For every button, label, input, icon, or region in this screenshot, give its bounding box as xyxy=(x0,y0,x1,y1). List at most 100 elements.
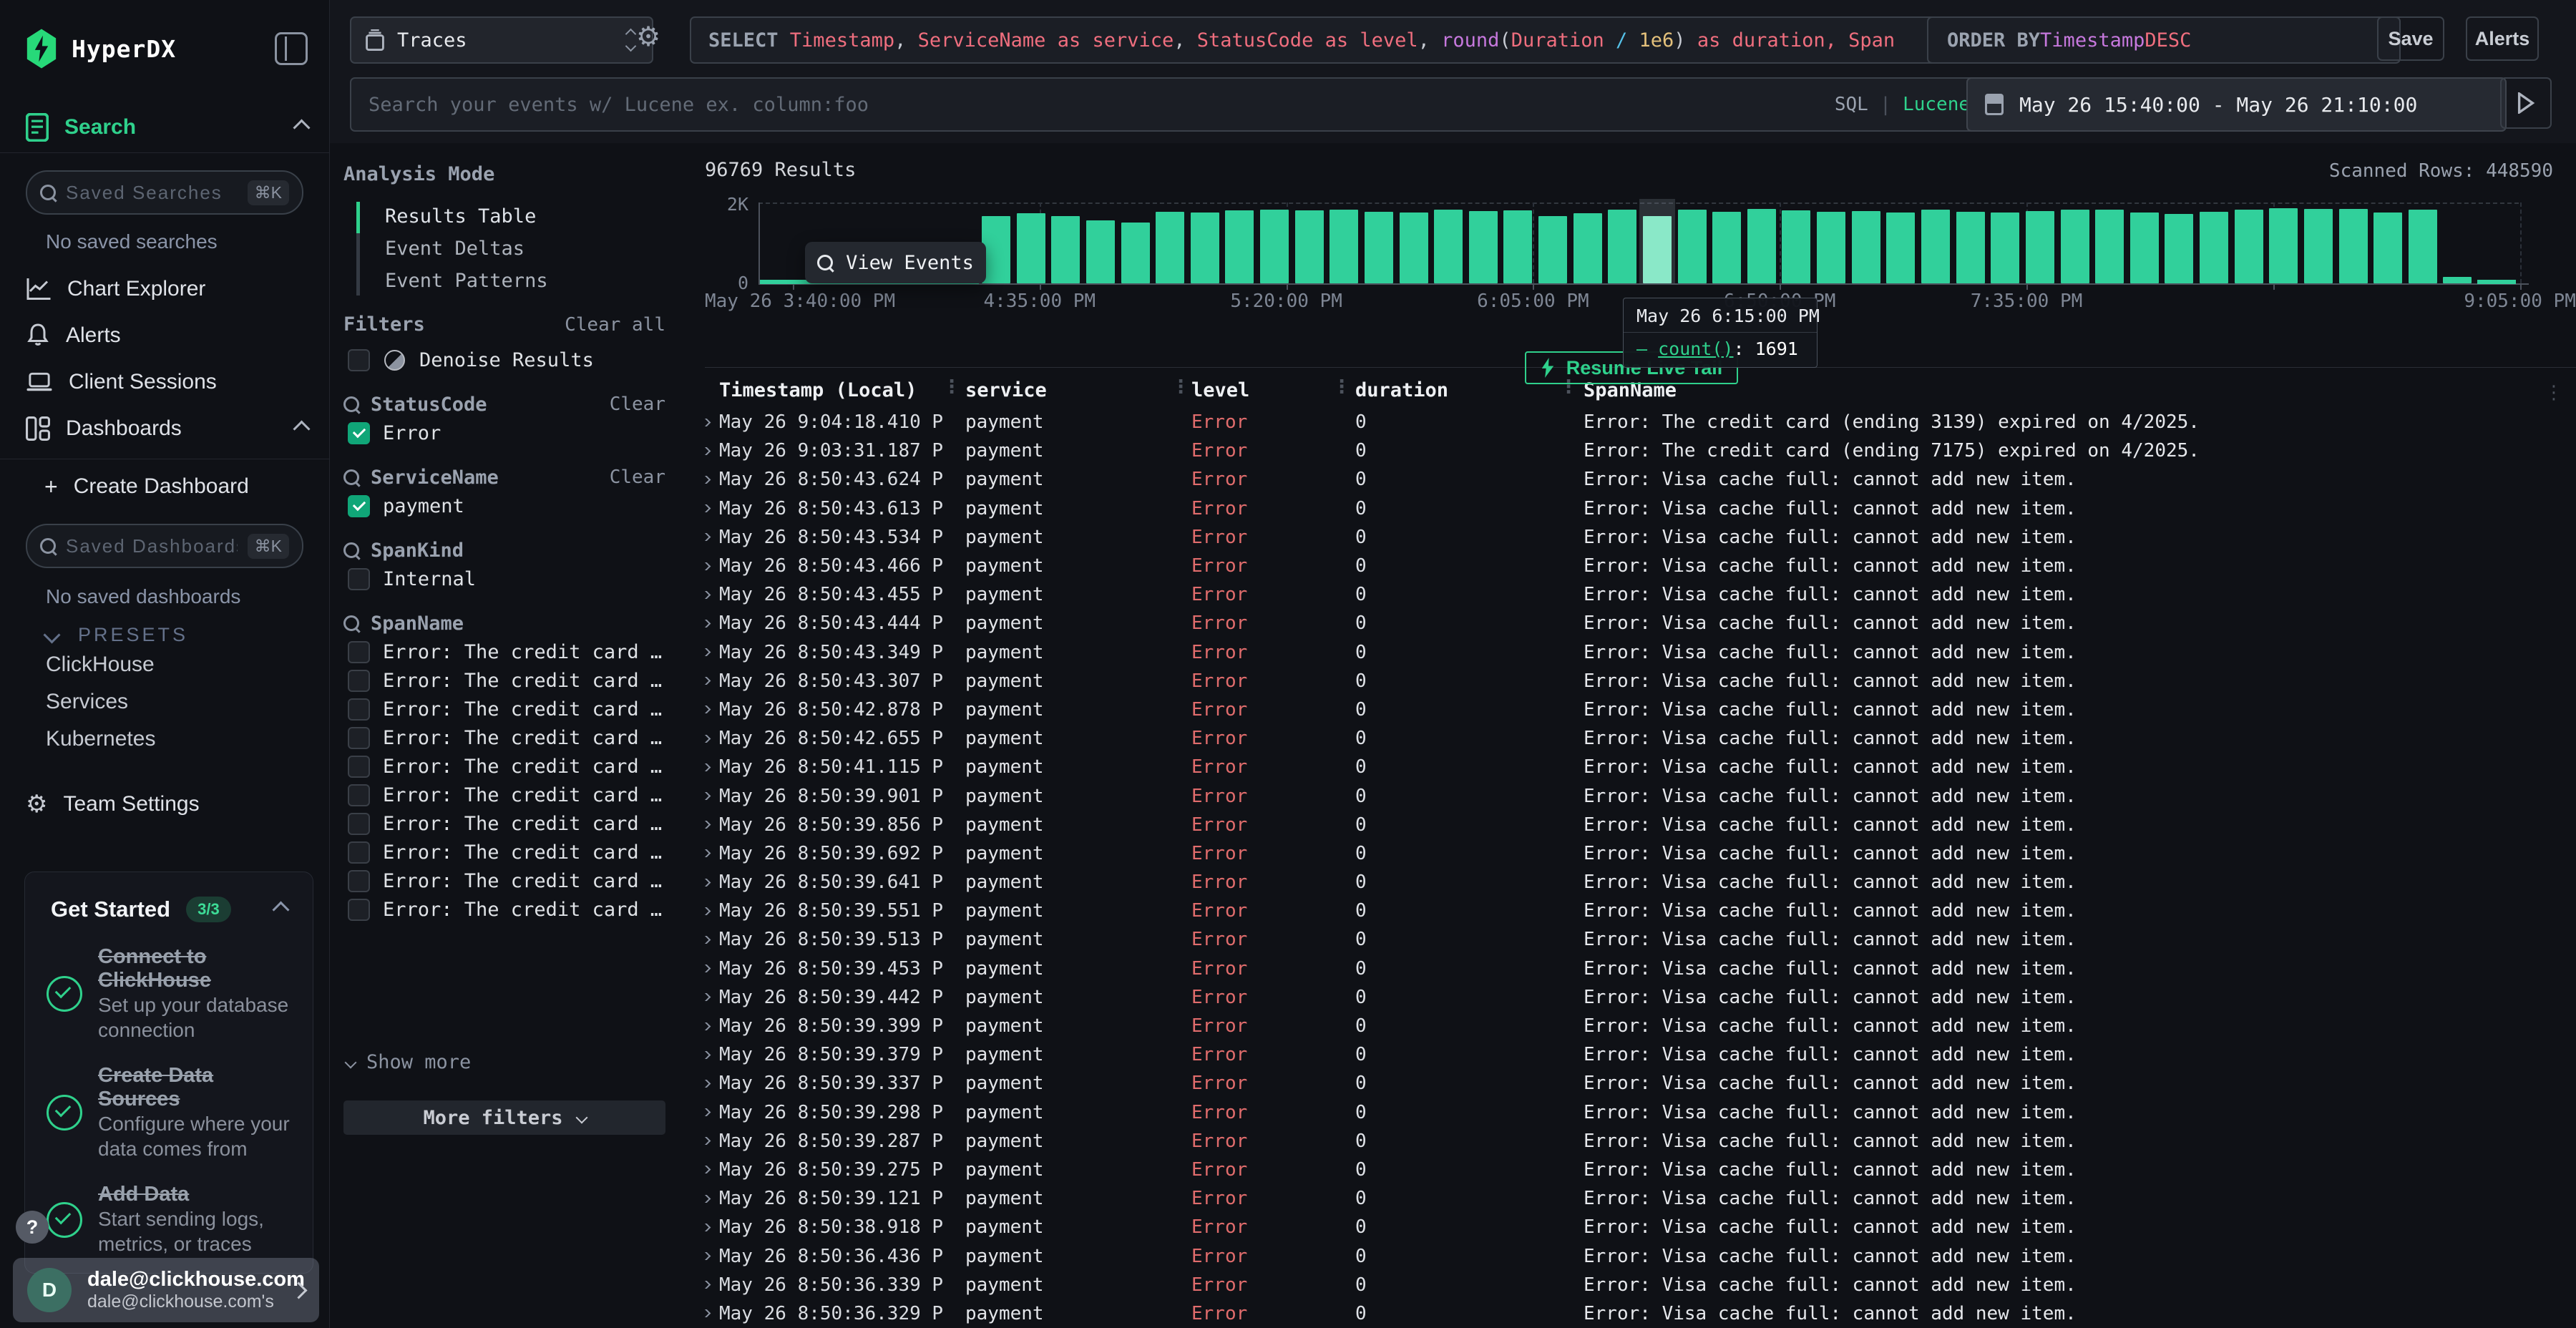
row-expander[interactable] xyxy=(691,907,719,915)
histogram-bar[interactable] xyxy=(982,216,1010,283)
chevron-up-icon[interactable] xyxy=(272,901,289,918)
table-row[interactable]: May 26 8:50:39.641 PM payment Error 0 Er… xyxy=(691,868,2576,897)
histogram-bar[interactable] xyxy=(2026,211,2054,283)
denoise-results-checkbox[interactable]: Denoise Results xyxy=(348,349,594,371)
histogram-bar[interactable] xyxy=(1886,213,1915,283)
histogram-bar[interactable] xyxy=(1156,212,1184,283)
table-row[interactable]: May 26 9:04:18.410 PM payment Error 0 Er… xyxy=(691,408,2576,436)
source-settings-gear-icon[interactable]: ⚙ xyxy=(636,23,660,50)
histogram-bar[interactable] xyxy=(2061,210,2089,283)
table-row[interactable]: May 26 8:50:43.624 PM payment Error 0 Er… xyxy=(691,465,2576,494)
column-header-service[interactable]: ⋮service xyxy=(942,379,1171,401)
chevron-up-icon[interactable] xyxy=(293,119,310,136)
row-expander[interactable] xyxy=(691,1166,719,1173)
preset-link[interactable]: Services xyxy=(46,690,329,714)
table-row[interactable]: May 26 8:50:43.349 PM payment Error 0 Er… xyxy=(691,638,2576,667)
row-expander[interactable] xyxy=(691,1224,719,1231)
histogram-bar[interactable] xyxy=(1782,210,1810,283)
column-resize-handle[interactable]: ⋮ xyxy=(1332,376,1351,398)
histogram-bar[interactable] xyxy=(1086,220,1115,283)
table-row[interactable]: May 26 8:50:43.534 PM payment Error 0 Er… xyxy=(691,523,2576,552)
row-expander[interactable] xyxy=(691,1252,719,1260)
table-row[interactable]: May 26 8:50:39.692 PM payment Error 0 Er… xyxy=(691,839,2576,868)
histogram-bar[interactable] xyxy=(2095,210,2124,283)
histogram-bar[interactable] xyxy=(1260,210,1289,283)
row-expander[interactable] xyxy=(691,936,719,944)
histogram-bar[interactable] xyxy=(1538,216,1567,283)
preset-link[interactable]: Kubernetes xyxy=(46,727,329,751)
table-row[interactable]: May 26 8:50:39.287 PM payment Error 0 Er… xyxy=(691,1127,2576,1156)
analysis-mode-tab[interactable]: Event Deltas xyxy=(356,233,548,265)
table-row[interactable]: May 26 8:50:43.444 PM payment Error 0 Er… xyxy=(691,609,2576,638)
histogram-bar[interactable] xyxy=(1712,212,1741,283)
chevron-up-icon[interactable] xyxy=(293,420,310,437)
row-expander[interactable] xyxy=(691,620,719,628)
row-expander[interactable] xyxy=(691,591,719,599)
row-expander[interactable] xyxy=(691,1137,719,1145)
checkbox[interactable] xyxy=(348,870,370,892)
row-expander[interactable] xyxy=(691,419,719,426)
filter-option[interactable]: payment xyxy=(343,492,665,520)
histogram-bar[interactable] xyxy=(1747,209,1776,283)
row-expander[interactable] xyxy=(691,821,719,829)
presets-section-toggle[interactable]: PRESETS xyxy=(46,624,188,646)
row-expander[interactable] xyxy=(691,476,719,484)
histogram-bar[interactable] xyxy=(1017,213,1045,283)
table-row[interactable]: May 26 8:50:39.442 PM payment Error 0 Er… xyxy=(691,983,2576,1012)
sidebar-item-team-settings[interactable]: ⚙ Team Settings xyxy=(26,787,308,821)
save-button[interactable]: Save xyxy=(2377,16,2444,61)
histogram-bar[interactable] xyxy=(2269,208,2298,283)
filter-option[interactable]: Error: The credit card … xyxy=(343,695,665,723)
table-row[interactable]: May 26 8:50:38.918 PM payment Error 0 Er… xyxy=(691,1213,2576,1241)
row-expander[interactable] xyxy=(691,562,719,570)
table-row[interactable]: May 26 8:50:41.115 PM payment Error 0 Er… xyxy=(691,753,2576,781)
sidebar-item-chart-explorer[interactable]: Chart Explorer xyxy=(26,272,308,306)
table-row[interactable]: May 26 8:50:39.298 PM payment Error 0 Er… xyxy=(691,1098,2576,1127)
row-expander[interactable] xyxy=(691,677,719,685)
histogram-bar[interactable] xyxy=(1503,210,1532,283)
column-resize-handle[interactable]: ⋮ xyxy=(1171,376,1190,398)
help-button[interactable]: ? xyxy=(16,1211,49,1244)
filter-clear-link[interactable]: Clear xyxy=(610,467,665,488)
filter-option[interactable]: Error: The credit card … xyxy=(343,723,665,752)
sidebar-item-client-sessions[interactable]: Client Sessions xyxy=(26,365,308,399)
search-query-input[interactable]: Search your events w/ Lucene ex. column:… xyxy=(350,77,1989,132)
checkbox[interactable] xyxy=(348,841,370,864)
create-dashboard-button[interactable]: + Create Dashboard xyxy=(44,469,308,504)
histogram-bar[interactable] xyxy=(2130,213,2159,283)
histogram-bar[interactable] xyxy=(2165,214,2193,283)
table-row[interactable]: May 26 8:50:43.466 PM payment Error 0 Er… xyxy=(691,552,2576,580)
checkbox[interactable] xyxy=(348,349,370,371)
row-expander[interactable] xyxy=(691,735,719,743)
saved-searches-input[interactable]: Saved Searches ⌘K xyxy=(26,170,303,215)
histogram-bar[interactable] xyxy=(1574,213,1602,283)
row-expander[interactable] xyxy=(691,1022,719,1030)
filter-clear-link[interactable]: Clear xyxy=(610,394,665,415)
histogram-bar[interactable] xyxy=(1051,216,1080,283)
saved-dashboards-input[interactable]: Saved Dashboards ⌘K xyxy=(26,524,303,568)
column-header-level[interactable]: ⋮level xyxy=(1171,379,1332,401)
table-row[interactable]: May 26 8:50:43.307 PM payment Error 0 Er… xyxy=(691,667,2576,695)
row-expander[interactable] xyxy=(691,447,719,455)
row-expander[interactable] xyxy=(691,1051,719,1059)
get-started-item[interactable]: Add Data Start sending logs, metrics, or… xyxy=(25,1167,313,1262)
checkbox[interactable] xyxy=(348,670,370,692)
table-row[interactable]: May 26 8:50:39.399 PM payment Error 0 Er… xyxy=(691,1012,2576,1040)
row-expander[interactable] xyxy=(691,533,719,541)
filter-option[interactable]: Error: The credit card … xyxy=(343,781,665,809)
histogram-bar[interactable] xyxy=(1643,216,1672,283)
table-row[interactable]: May 26 8:50:39.379 PM payment Error 0 Er… xyxy=(691,1040,2576,1069)
histogram-bar[interactable] xyxy=(1469,211,1498,283)
row-expander[interactable] xyxy=(691,1195,719,1203)
table-row[interactable]: May 26 8:50:39.121 PM payment Error 0 Er… xyxy=(691,1184,2576,1213)
row-expander[interactable] xyxy=(691,993,719,1001)
checkbox[interactable] xyxy=(348,813,370,835)
search-icon[interactable] xyxy=(343,469,359,485)
row-expander[interactable] xyxy=(691,1281,719,1289)
histogram-bar[interactable] xyxy=(2235,210,2263,283)
column-resize-handle[interactable]: ⋮ xyxy=(2545,382,2563,404)
row-expander[interactable] xyxy=(691,1309,719,1317)
table-row[interactable]: May 26 8:50:36.339 PM payment Error 0 Er… xyxy=(691,1271,2576,1299)
column-header-timestamp[interactable]: Timestamp (Local) xyxy=(719,379,942,401)
row-expander[interactable] xyxy=(691,648,719,656)
